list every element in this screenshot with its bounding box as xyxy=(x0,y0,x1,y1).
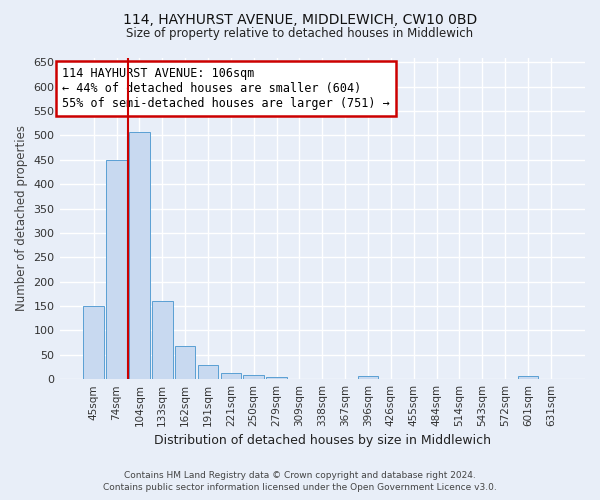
Text: Size of property relative to detached houses in Middlewich: Size of property relative to detached ho… xyxy=(127,28,473,40)
Bar xyxy=(129,132,150,379)
Bar xyxy=(175,346,196,379)
Y-axis label: Number of detached properties: Number of detached properties xyxy=(15,126,28,312)
Bar xyxy=(106,160,127,379)
Bar xyxy=(152,301,173,379)
Bar xyxy=(266,376,287,379)
Text: 114 HAYHURST AVENUE: 106sqm
← 44% of detached houses are smaller (604)
55% of se: 114 HAYHURST AVENUE: 106sqm ← 44% of det… xyxy=(62,67,390,110)
Bar xyxy=(244,375,264,379)
Bar xyxy=(198,364,218,379)
X-axis label: Distribution of detached houses by size in Middlewich: Distribution of detached houses by size … xyxy=(154,434,491,448)
Bar xyxy=(358,376,378,379)
Bar xyxy=(518,376,538,379)
Bar xyxy=(83,306,104,379)
Text: Contains HM Land Registry data © Crown copyright and database right 2024.
Contai: Contains HM Land Registry data © Crown c… xyxy=(103,471,497,492)
Bar xyxy=(221,373,241,379)
Text: 114, HAYHURST AVENUE, MIDDLEWICH, CW10 0BD: 114, HAYHURST AVENUE, MIDDLEWICH, CW10 0… xyxy=(123,12,477,26)
